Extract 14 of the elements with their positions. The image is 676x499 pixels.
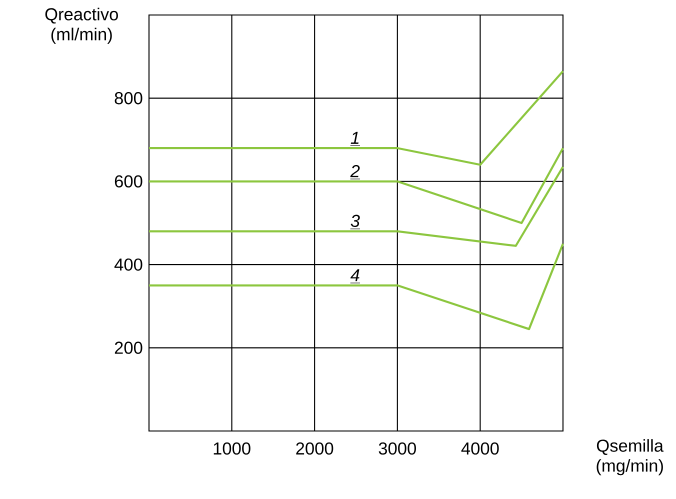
series-label: 4 bbox=[350, 269, 360, 282]
y-axis-title: Qreactivo (ml/min) bbox=[45, 8, 118, 44]
x-tick-label: 3000 bbox=[378, 442, 416, 455]
y-tick-label: 400 bbox=[114, 258, 142, 271]
series-label: 1 bbox=[350, 132, 359, 144]
x-tick-label: 1000 bbox=[214, 442, 250, 455]
x-tick-label: 2000 bbox=[296, 442, 334, 455]
series-label: 3 bbox=[350, 214, 360, 228]
x-axis-title: Qsemilla (mg/min) bbox=[596, 439, 664, 476]
y-tick-label: 200 bbox=[114, 342, 142, 354]
y-tick-label: 600 bbox=[114, 175, 142, 188]
series-label: 2 bbox=[350, 165, 360, 178]
y-tick-label: 800 bbox=[114, 92, 142, 104]
x-tick-label: 4000 bbox=[461, 442, 499, 455]
